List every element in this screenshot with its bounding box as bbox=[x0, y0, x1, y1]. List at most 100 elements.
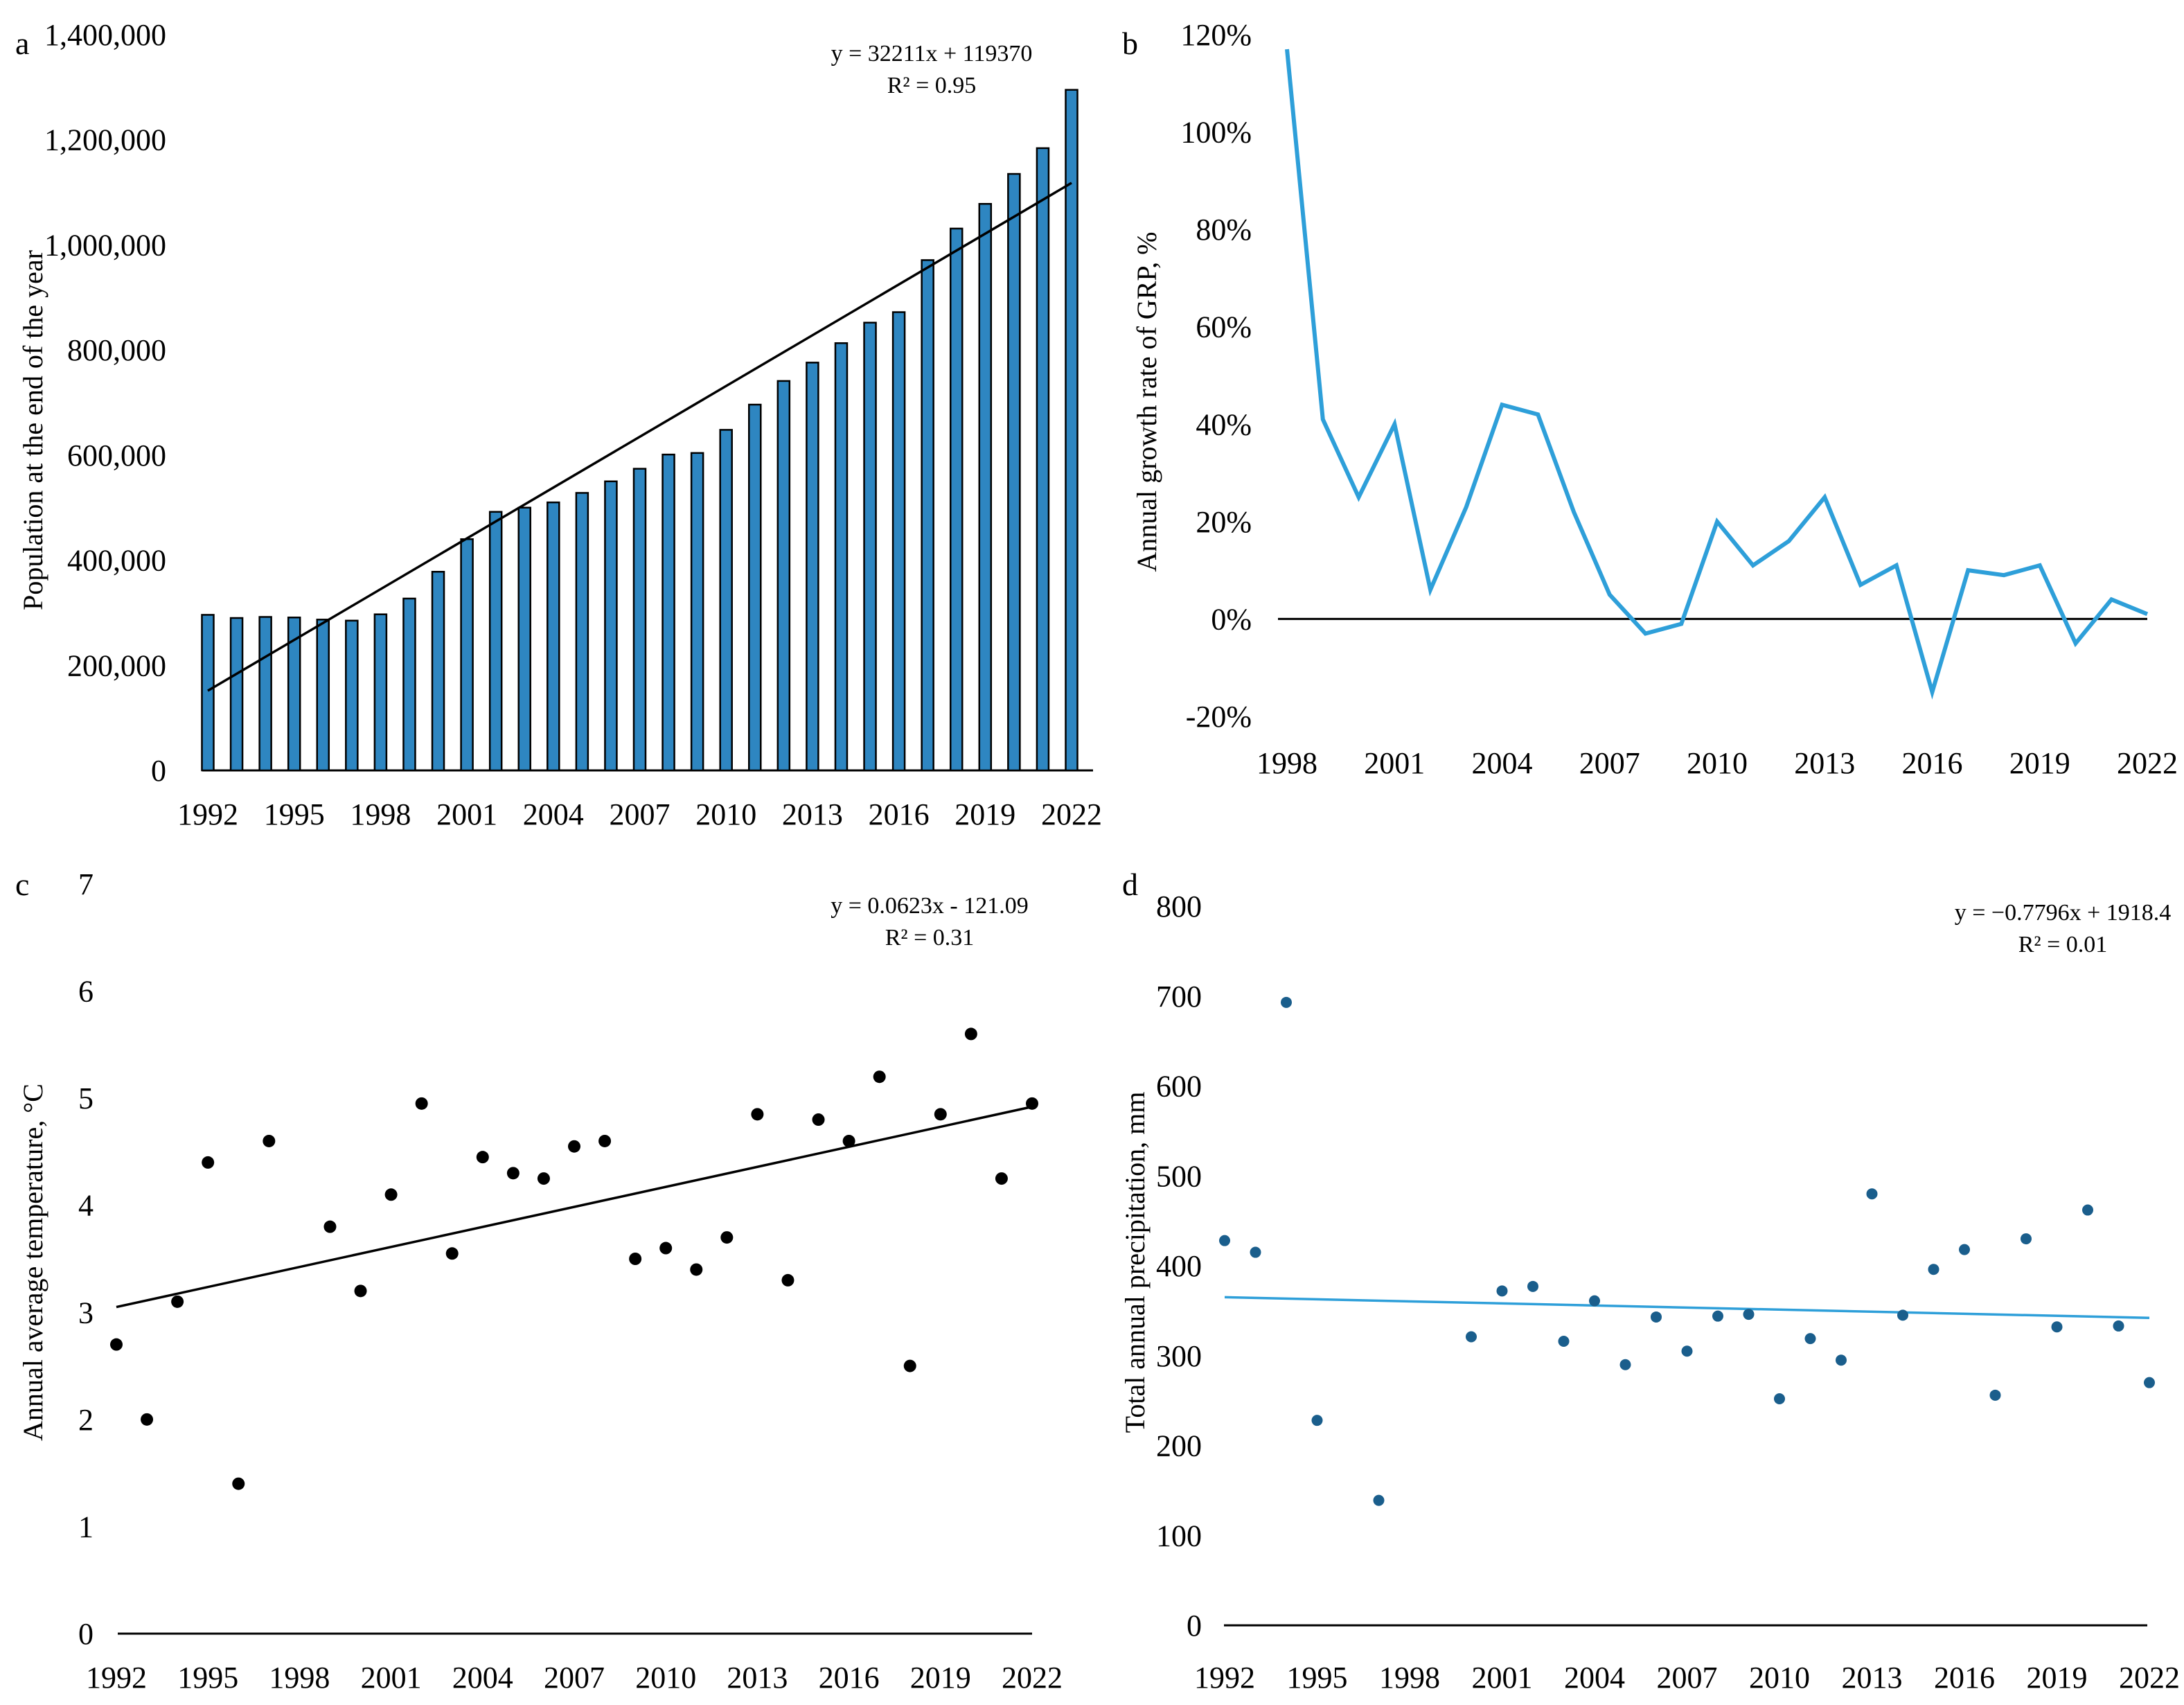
panel-c-point bbox=[171, 1295, 184, 1308]
panel-a-x-tick-label: 1995 bbox=[264, 797, 325, 831]
panel-c-point bbox=[903, 1359, 916, 1372]
panel-c-x-tick-label: 2007 bbox=[544, 1661, 605, 1695]
panel-b-y-axis-label: Annual growth rate of GRP, % bbox=[1131, 231, 1162, 572]
panel-a-y-tick-label: 800,000 bbox=[67, 333, 166, 367]
panel-c-point bbox=[506, 1167, 520, 1180]
panel-c-x-tick-label: 2010 bbox=[635, 1661, 696, 1695]
panel-a-bar bbox=[921, 259, 934, 772]
panel-a-bar bbox=[575, 492, 589, 772]
panel-a-x-tick-label: 2004 bbox=[523, 797, 584, 831]
panel-c-y-axis-label: Annual average temperature, °C bbox=[17, 1084, 48, 1441]
panel-a-trend-equation: y = 32211x + 119370 bbox=[831, 41, 1033, 67]
panel-c-point bbox=[1026, 1097, 1038, 1110]
panel-c-point bbox=[415, 1097, 428, 1110]
panel-c-point bbox=[384, 1188, 398, 1201]
panel-b-y-tick-label: 80% bbox=[1196, 213, 1252, 247]
panel-a-bar bbox=[345, 619, 359, 772]
panel-a-bar bbox=[201, 614, 215, 772]
panel-d-x-tick-label: 2001 bbox=[1472, 1661, 1533, 1695]
panel-d-point bbox=[1527, 1280, 1538, 1292]
panel-c-trend-r2: R² = 0.31 bbox=[885, 925, 975, 951]
panel-c-x-tick-label: 1992 bbox=[86, 1661, 147, 1695]
panel-a-bar bbox=[662, 453, 675, 772]
panel-a-bar bbox=[229, 617, 244, 772]
panel-d-x-tick-label: 2013 bbox=[1842, 1661, 1903, 1695]
panel-a-x-tick-label: 2016 bbox=[869, 797, 930, 831]
panel-d-x-tick-label: 1992 bbox=[1194, 1661, 1255, 1695]
panel-a-bar bbox=[834, 342, 849, 772]
panel-b-grp-growth-chart: b Annual growth rate of GRP, % -20% 0% 20% 40… bbox=[1122, 18, 2178, 780]
panel-a-bar bbox=[488, 511, 503, 772]
panel-d-point bbox=[1712, 1310, 1723, 1322]
panel-d-point bbox=[1496, 1285, 1508, 1297]
panel-c-point bbox=[476, 1151, 489, 1164]
panel-c-point bbox=[598, 1134, 612, 1147]
panel-b-y-tick-label: -20% bbox=[1186, 700, 1252, 734]
panel-d-x-tick-label: 2010 bbox=[1749, 1661, 1810, 1695]
panel-c-y-tick-label: 2 bbox=[78, 1403, 94, 1437]
panel-d-point bbox=[2051, 1321, 2063, 1333]
panel-d-trend-r2: R² = 0.01 bbox=[2018, 932, 2108, 957]
panel-a-y-tick-label: 600,000 bbox=[67, 439, 166, 472]
panel-d-point bbox=[1804, 1333, 1816, 1345]
panel-b-series-line bbox=[1285, 48, 2149, 700]
panel-c-y-tick-label: 0 bbox=[78, 1617, 94, 1651]
panel-a-trend-r2: R² = 0.95 bbox=[887, 73, 977, 98]
panel-d-point bbox=[1743, 1309, 1755, 1320]
panel-d-point bbox=[1466, 1331, 1477, 1343]
panel-c-point bbox=[263, 1134, 276, 1147]
panel-b-x-tick-label: 2019 bbox=[2009, 746, 2070, 780]
panel-a-bar bbox=[949, 227, 964, 772]
panel-b-y-tick-label: 20% bbox=[1196, 505, 1252, 539]
panel-c-point bbox=[842, 1134, 855, 1147]
panel-d-point bbox=[2113, 1320, 2124, 1332]
panel-d-trend-equation: y = −0.7796x + 1918.4 bbox=[1955, 900, 2172, 926]
panel-c-x-tick-label: 2019 bbox=[910, 1661, 971, 1695]
panel-b-x-tick-label: 2001 bbox=[1364, 746, 1425, 780]
panel-a-y-tick-label: 400,000 bbox=[67, 544, 166, 578]
panel-a-x-tick-label: 1998 bbox=[350, 797, 411, 831]
panel-a-population-chart: a Population at the end of the year 0 200,0… bbox=[15, 18, 1102, 831]
panel-d-trendline bbox=[1224, 1296, 2150, 1320]
panel-d-x-tick-label: 2007 bbox=[1657, 1661, 1718, 1695]
panel-c-point bbox=[323, 1220, 337, 1233]
panel-b-x-tick-label: 2022 bbox=[2117, 746, 2178, 780]
panel-d-point bbox=[1619, 1359, 1631, 1370]
panel-a-bar bbox=[632, 468, 647, 772]
panel-b-x-tick-label: 2013 bbox=[1794, 746, 1855, 780]
panel-a-trendline bbox=[207, 182, 1072, 692]
panel-d-x-tick-label: 2004 bbox=[1564, 1661, 1625, 1695]
panel-a-bar bbox=[316, 619, 330, 772]
panel-d-y-tick-label: 100 bbox=[1156, 1519, 1202, 1553]
panel-a-x-tick-label: 2010 bbox=[695, 797, 756, 831]
panel-a-bar bbox=[776, 380, 791, 772]
panel-d-x-tick-label: 1995 bbox=[1287, 1661, 1348, 1695]
panel-a-x-tick-label: 2019 bbox=[955, 797, 1015, 831]
panel-d-y-tick-label: 200 bbox=[1156, 1429, 1202, 1463]
panel-a-y-tick-label: 1,000,000 bbox=[44, 228, 166, 262]
panel-c-point bbox=[781, 1273, 794, 1287]
panel-a-bar bbox=[690, 452, 704, 772]
panel-a-bar bbox=[748, 403, 762, 772]
panel-d-y-tick-label: 400 bbox=[1156, 1249, 1202, 1283]
panel-a-y-tick-label: 1,200,000 bbox=[44, 123, 166, 157]
panel-d-x-tick-label: 1998 bbox=[1379, 1661, 1440, 1695]
panel-d-point bbox=[1373, 1494, 1385, 1506]
panel-a-bar bbox=[806, 362, 819, 772]
panel-c-x-tick-label: 2001 bbox=[361, 1661, 422, 1695]
panel-c-point bbox=[202, 1156, 215, 1169]
panel-d-y-axis-label: Total annual precipitation, mm bbox=[1119, 1092, 1151, 1433]
panel-b-x-tick-label: 1998 bbox=[1257, 746, 1317, 780]
panel-c-point bbox=[110, 1338, 123, 1351]
panel-d-point bbox=[2144, 1377, 2155, 1388]
panel-a-bar bbox=[547, 501, 560, 772]
panel-d-point bbox=[1989, 1389, 2001, 1401]
panel-d-y-tick-label: 500 bbox=[1156, 1159, 1202, 1193]
panel-c-point bbox=[354, 1284, 367, 1298]
panel-c-y-tick-label: 6 bbox=[78, 975, 94, 1009]
panel-a-bar bbox=[978, 203, 993, 772]
panel-d-x-tick-label: 2019 bbox=[2027, 1661, 2088, 1695]
panel-c-y-tick-label: 3 bbox=[78, 1296, 94, 1329]
panel-d-point bbox=[1836, 1354, 1847, 1366]
panel-d-point bbox=[1897, 1309, 1908, 1321]
